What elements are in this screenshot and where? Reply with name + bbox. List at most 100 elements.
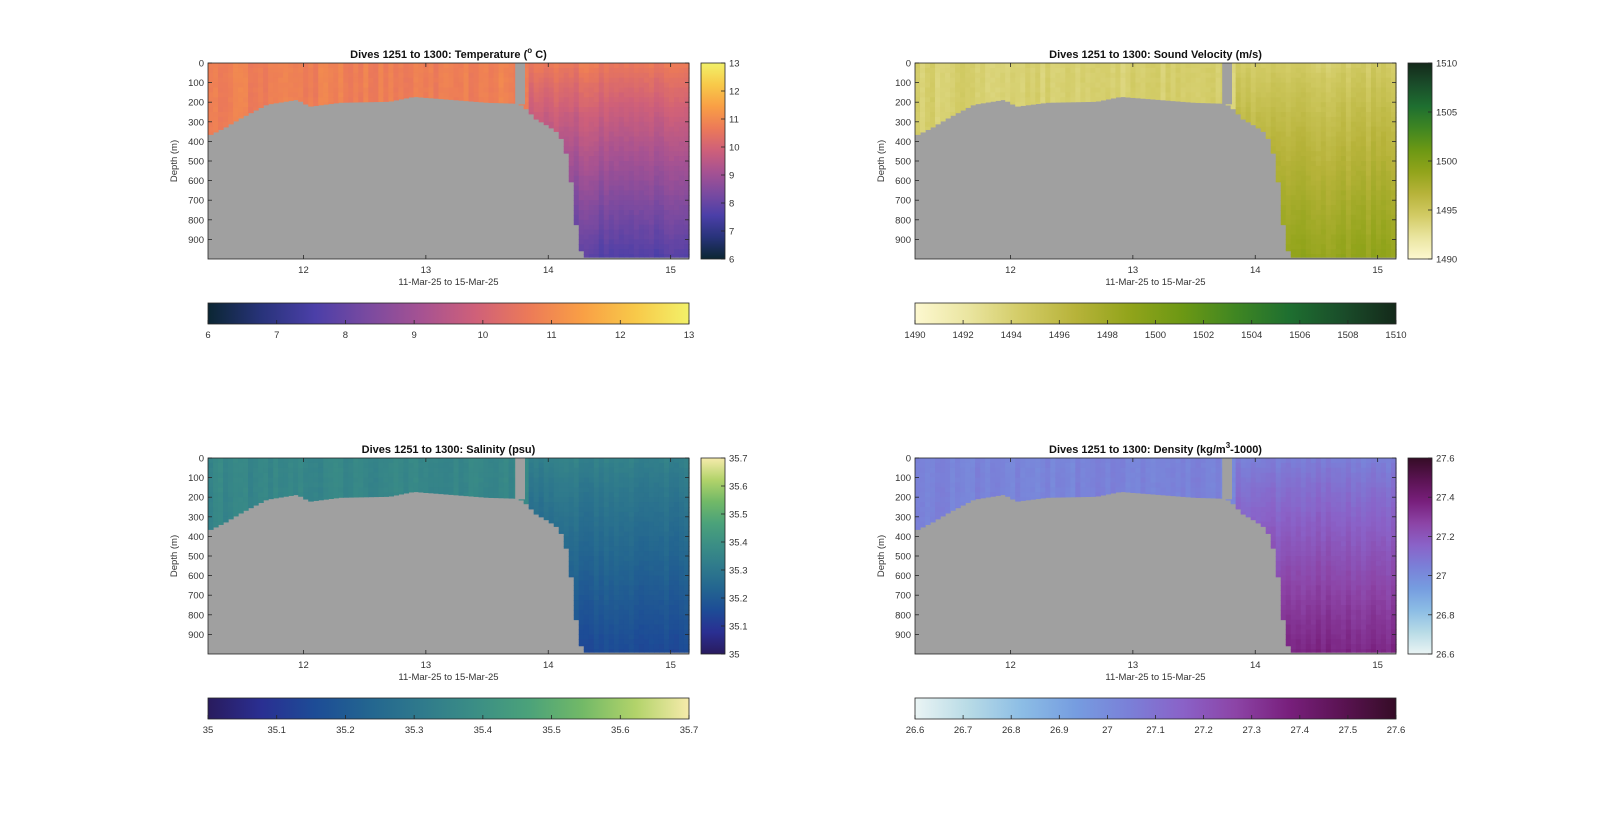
- heatmap-cell: [1310, 102, 1317, 108]
- heatmap-cell: [348, 472, 354, 479]
- heatmap-cell: [618, 619, 625, 626]
- heatmap-cell: [658, 141, 665, 147]
- heatmap-cell: [1030, 77, 1036, 84]
- heatmap-cell: [990, 63, 996, 69]
- heatmap-cell: [263, 482, 269, 488]
- heatmap-cell: [658, 526, 665, 533]
- heatmap-cell: [648, 82, 655, 89]
- heatmap-cell: [588, 609, 595, 616]
- heatmap-cell: [223, 97, 229, 103]
- heatmap-cell: [293, 477, 299, 484]
- heatmap-cell: [970, 82, 976, 89]
- heatmap-cell: [628, 551, 635, 557]
- heatmap-cell: [925, 63, 931, 69]
- heatmap-cell: [643, 482, 650, 488]
- heatmap-cell: [368, 487, 374, 493]
- heatmap-cell: [1320, 77, 1327, 84]
- heatmap-cell: [1355, 210, 1362, 216]
- heatmap-cell: [603, 649, 610, 653]
- heatmap-cell: [608, 467, 615, 474]
- heatmap-cell: [618, 175, 625, 182]
- heatmap-cell: [1320, 180, 1327, 187]
- heatmap-cell: [278, 63, 284, 69]
- heatmap-cell: [638, 126, 645, 133]
- heatmap-cell: [1285, 116, 1292, 123]
- heatmap-cell: [303, 492, 309, 498]
- heatmap-cell: [248, 492, 254, 498]
- heatmap-cell: [503, 72, 510, 79]
- heatmap-cell: [333, 63, 339, 69]
- heatmap-cell: [1300, 82, 1307, 89]
- heatmap-cell: [358, 467, 364, 474]
- heatmap-cell: [368, 458, 374, 464]
- heatmap-cell: [628, 67, 635, 74]
- heatmap-cell: [925, 72, 931, 79]
- heatmap-cell: [568, 482, 575, 488]
- heatmap-cell: [653, 146, 660, 152]
- heatmap-cell: [668, 570, 675, 577]
- heatmap-cell: [248, 458, 254, 464]
- heatmap-cell: [678, 585, 685, 591]
- heatmap-cell: [648, 165, 655, 172]
- heatmap-cell: [1345, 229, 1352, 236]
- heatmap-cell: [1100, 87, 1106, 93]
- heatmap-cell: [463, 462, 470, 469]
- heatmap-cell: [238, 462, 244, 469]
- heatmap-cell: [613, 560, 620, 567]
- heatmap-cell: [658, 205, 665, 211]
- heatmap-cell: [583, 234, 590, 240]
- heatmap-cell: [1060, 87, 1066, 93]
- heatmap-cell: [343, 472, 349, 479]
- heatmap-cell: [1030, 97, 1036, 103]
- heatmap-cell: [218, 97, 224, 103]
- heatmap-cell: [1290, 151, 1297, 157]
- heatmap-cell: [633, 600, 640, 606]
- heatmap-cell: [1330, 107, 1337, 113]
- heatmap-cell: [643, 63, 650, 69]
- heatmap-cell: [603, 244, 610, 250]
- heatmap-cell: [483, 77, 490, 84]
- heatmap-cell: [388, 492, 394, 497]
- heatmap-cell: [1380, 112, 1387, 118]
- heatmap-cell: [1320, 156, 1327, 162]
- heatmap-cell: [443, 477, 450, 484]
- heatmap-cell: [653, 97, 660, 103]
- y-axis-label: Depth (m): [169, 140, 180, 182]
- colorbar-tick-label: 10: [729, 143, 740, 154]
- heatmap-cell: [418, 67, 425, 74]
- heatmap-cell: [1080, 63, 1086, 69]
- heatmap-cell: [638, 161, 645, 167]
- heatmap-cell: [578, 77, 585, 84]
- heatmap-cell: [458, 487, 465, 493]
- heatmap-cell: [1265, 72, 1272, 79]
- heatmap-cell: [613, 634, 620, 640]
- heatmap-cell: [238, 102, 244, 108]
- heatmap-cell: [638, 102, 645, 108]
- heatmap-cell: [1155, 77, 1162, 84]
- heatmap-cell: [668, 97, 675, 103]
- heatmap-cell: [1365, 195, 1372, 201]
- heatmap-cell: [1050, 77, 1056, 84]
- heatmap-cell: [1315, 210, 1322, 216]
- heatmap-cell: [423, 87, 430, 93]
- heatmap-cell: [608, 82, 615, 89]
- heatmap-cell: [273, 458, 279, 464]
- chart-title: Dives 1251 to 1300: Sound Velocity (m/s): [1049, 49, 1262, 61]
- heatmap-cell: [1045, 97, 1051, 103]
- heatmap-cell: [683, 254, 690, 258]
- heatmap-cell: [1235, 107, 1242, 113]
- heatmap-cell: [955, 87, 961, 93]
- heatmap-cell: [588, 156, 595, 162]
- heatmap-cell: [648, 546, 655, 552]
- heatmap-cell: [343, 77, 349, 84]
- heatmap-cell: [598, 67, 605, 74]
- heatmap-cell: [393, 462, 399, 469]
- heatmap-cell: [353, 67, 359, 74]
- heatmap-cell: [508, 492, 515, 498]
- heatmap-cell: [1270, 87, 1277, 93]
- heatmap-cell: [1370, 195, 1377, 201]
- heatmap-cell: [1320, 126, 1327, 133]
- heatmap-cell: [253, 77, 259, 84]
- heatmap-cell: [583, 482, 590, 488]
- heatmap-cell: [313, 82, 319, 89]
